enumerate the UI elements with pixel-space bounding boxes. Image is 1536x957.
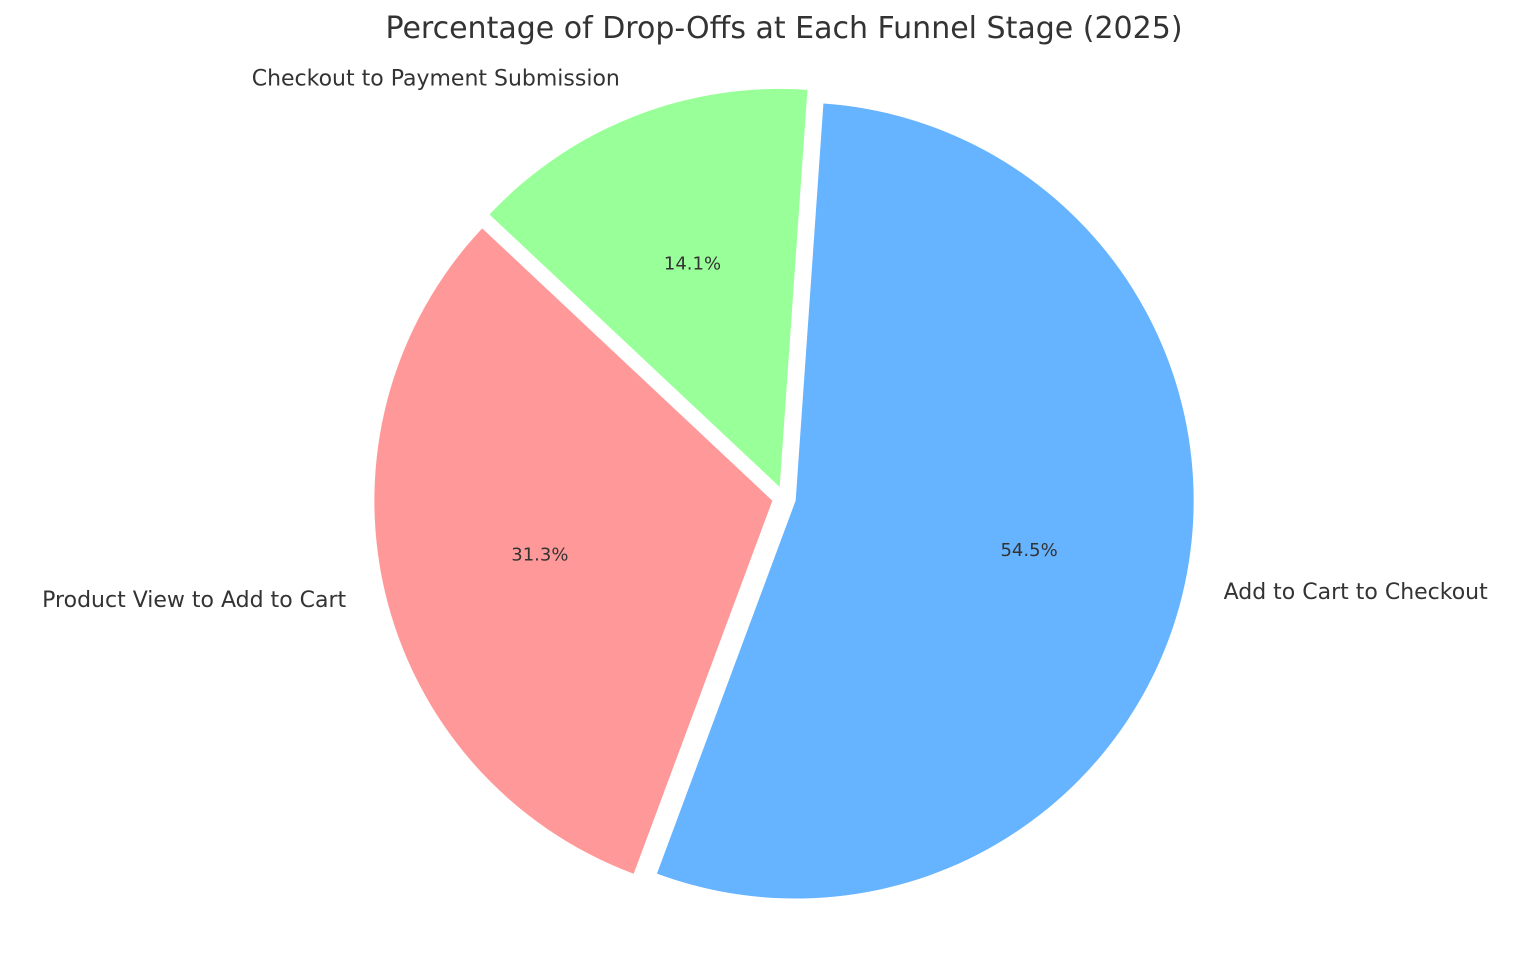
pie-slice-product-view-to-add-to-cart <box>374 228 773 874</box>
percentage-labels: 54.5% 31.3% 14.1% <box>511 254 1057 566</box>
pct-label-add-to-cart-to-checkout: 54.5% <box>1000 540 1057 561</box>
pct-label-checkout-to-payment-submission: 14.1% <box>664 254 721 275</box>
pie-slice-checkout-to-payment-submission <box>489 88 808 487</box>
pie-slices <box>374 88 1194 899</box>
pie-slice-add-to-cart-to-checkout <box>656 103 1194 899</box>
slice-label-add-to-cart-to-checkout: Add to Cart to Checkout <box>1224 580 1489 605</box>
slice-label-product-view-to-add-to-cart: Product View to Add to Cart <box>42 588 346 613</box>
pct-label-product-view-to-add-to-cart: 31.3% <box>511 544 568 565</box>
chart-title: Percentage of Drop-Offs at Each Funnel S… <box>385 11 1182 46</box>
slice-labels: Add to Cart to Checkout Product View to … <box>42 66 1488 612</box>
slice-label-checkout-to-payment-submission: Checkout to Payment Submission <box>252 66 620 91</box>
